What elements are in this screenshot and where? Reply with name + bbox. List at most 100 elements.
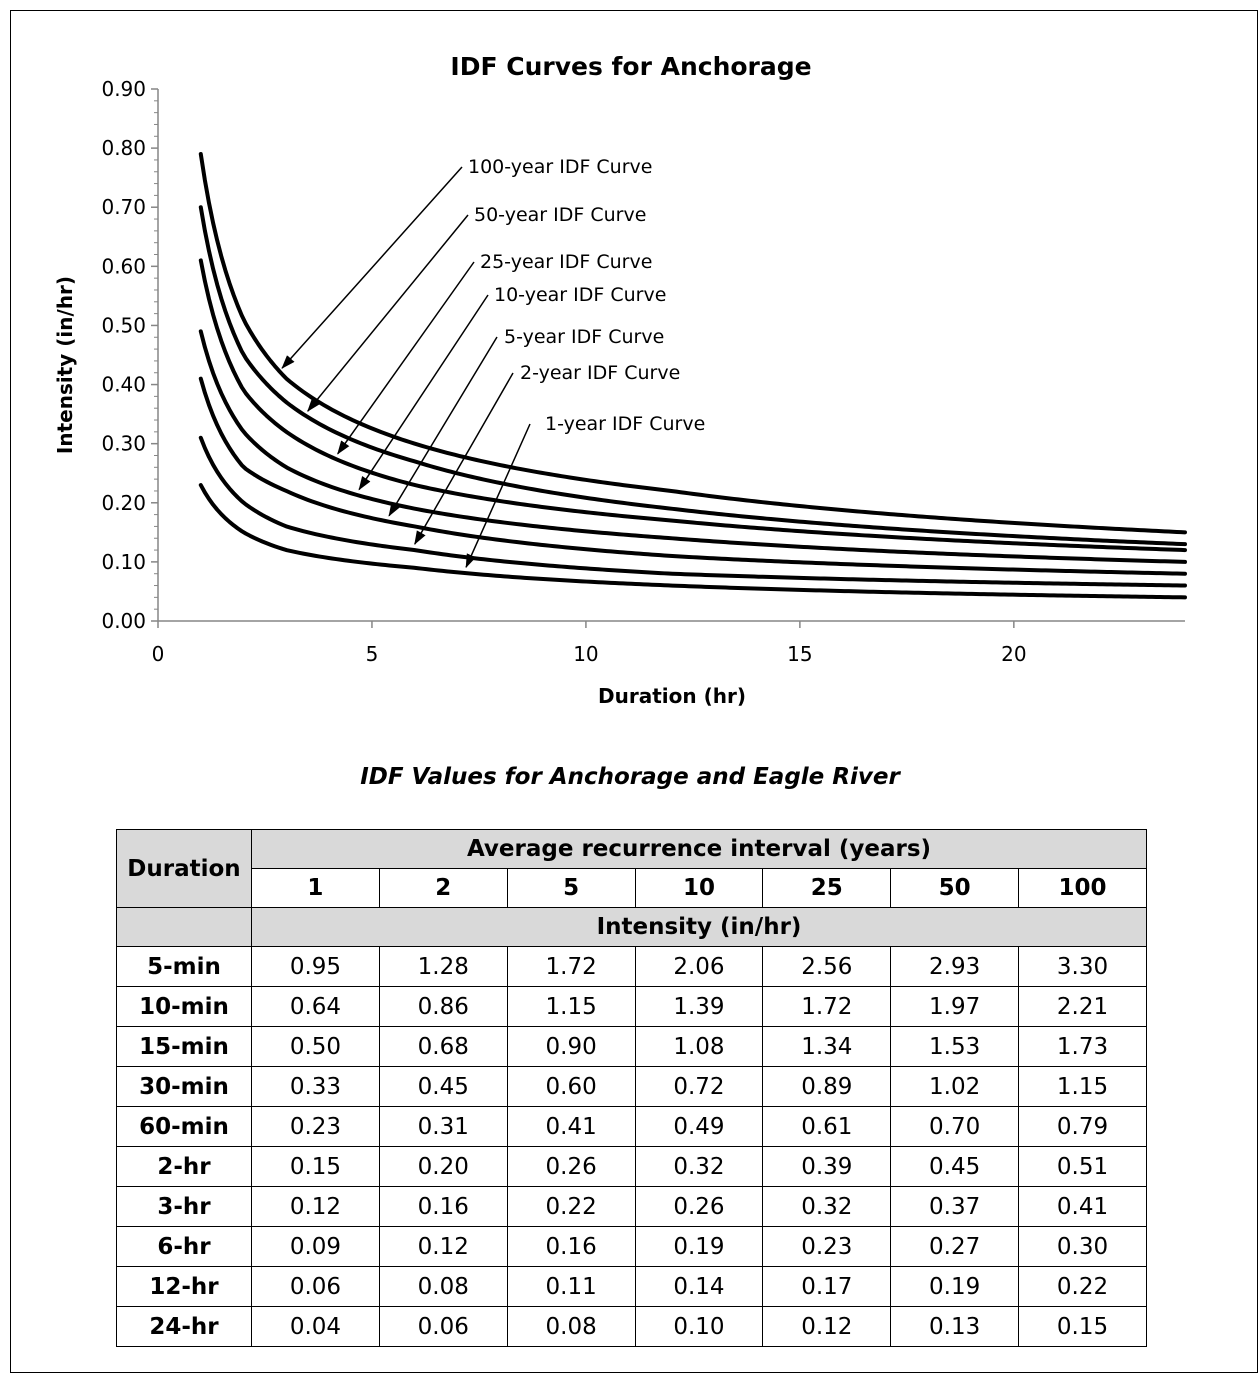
series-line-1-year [198,483,1187,600]
annotation-label: 25-year IDF Curve [480,251,652,273]
table-row: 15-min 0.50 0.68 0.90 1.08 1.34 1.53 1.73 [116,1026,1147,1067]
series-line-50-year [198,205,1187,547]
table-cell: 0.70 [890,1106,1020,1147]
annotation-arrow [414,372,514,545]
y-tick-label: 0.40 [101,373,146,397]
series-line-25-year [198,258,1187,553]
row-duration-label: 2-hr [116,1146,252,1187]
row-duration-label: 5-min [116,946,252,987]
ari-column-header: 100 [1018,868,1147,908]
table-cell: 0.04 [251,1306,380,1347]
table-cell: 0.19 [634,1226,764,1267]
table-cell: 0.10 [634,1306,764,1347]
table-cell: 0.41 [506,1106,636,1147]
duration-header: Duration [116,829,252,908]
table-row: 6-hr 0.09 0.12 0.16 0.19 0.23 0.27 0.30 [116,1226,1147,1267]
table-cell: 0.17 [762,1266,892,1307]
table-cell: 0.16 [378,1186,508,1227]
series-group [198,152,1187,600]
annotation-arrow [337,261,475,455]
y-tick-label: 0.80 [101,136,146,160]
table-cell: 1.53 [890,1026,1020,1067]
table-cell: 0.31 [378,1106,508,1147]
table-cell: 2.21 [1018,986,1147,1027]
annotations-group: 100-year IDF Curve 50-year IDF Curve 25-ye… [281,156,705,569]
table-cell: 2.93 [890,946,1020,987]
axes-group: 0.00 0.10 0.20 0.30 0.40 0.50 0.60 0.70 0.80 0.90… [101,77,1185,666]
annotation-label: 10-year IDF Curve [494,284,666,306]
table-row: 30-min 0.33 0.45 0.60 0.72 0.89 1.02 1.15 [116,1066,1147,1107]
table-cell: 0.41 [1018,1186,1147,1227]
table-cell: 0.32 [634,1146,764,1187]
idf-chart: IDF Curves for Anchorage Intensity (in/h… [53,52,1187,708]
ari-column-header: 5 [506,868,636,908]
table-cell: 1.34 [762,1026,892,1067]
table-cell: 2.06 [634,946,764,987]
table-cell: 0.50 [251,1026,380,1067]
annotation-arrow [281,166,463,369]
x-tick-label: 10 [573,642,598,666]
table-cell: 0.60 [506,1066,636,1107]
x-tick-label: 0 [152,642,165,666]
table-cell: 0.23 [251,1106,380,1147]
table-cell: 0.08 [378,1266,508,1307]
table-cell: 0.11 [506,1266,636,1307]
table-cell: 1.15 [506,986,636,1027]
table-cell: 0.89 [762,1066,892,1107]
table-cell: 0.33 [251,1066,380,1107]
table-cell: 0.37 [890,1186,1020,1227]
table-row: 24-hr 0.04 0.06 0.08 0.10 0.12 0.13 0.15 [116,1306,1147,1347]
table-cell: 1.39 [634,986,764,1027]
y-tick-label: 0.20 [101,491,146,515]
table-cell: 1.72 [762,986,892,1027]
row-duration-label: 24-hr [116,1306,252,1347]
table-cell: 0.20 [378,1146,508,1187]
table-cell: 0.61 [762,1106,892,1147]
table-title: IDF Values for Anchorage and Eagle River [360,764,900,790]
annotation-label: 1-year IDF Curve [545,413,705,435]
table-cell: 1.73 [1018,1026,1147,1067]
series-line-5-year [198,376,1187,576]
table-cell: 0.12 [251,1186,380,1227]
table-cell: 0.12 [762,1306,892,1347]
table-row: 12-hr 0.06 0.08 0.11 0.14 0.17 0.19 0.22 [116,1266,1147,1307]
table-cell: 0.64 [251,986,380,1027]
table-row: 5-min 0.95 1.28 1.72 2.06 2.56 2.93 3.30 [116,946,1147,987]
table-cell: 2.56 [762,946,892,987]
table-cell: 0.72 [634,1066,764,1107]
y-tick-label: 0.50 [101,313,146,337]
table-cell: 0.45 [378,1066,508,1107]
chart-title: IDF Curves for Anchorage [450,52,811,81]
annotation-arrow [307,214,469,412]
table-row: 10-min 0.64 0.86 1.15 1.39 1.72 1.97 2.21 [116,986,1147,1027]
row-duration-label: 10-min [116,986,252,1027]
y-tick-label: 0.70 [101,195,146,219]
table-cell: 0.32 [762,1186,892,1227]
series-line-10-year [198,329,1187,564]
annotation-label: 50-year IDF Curve [474,204,646,226]
y-tick-label: 0.30 [101,432,146,456]
table-cell: 0.27 [890,1226,1020,1267]
x-tick-label: 20 [1001,642,1026,666]
table-cell: 0.15 [1018,1306,1147,1347]
table-cell: 0.09 [251,1226,380,1267]
ari-columns-row: 1 2 5 10 25 50 100 [117,868,1147,908]
idf-table: Duration Average recurrence interval (ye… [116,829,1147,1347]
series-line-2-year [198,435,1187,588]
table-cell: 0.19 [890,1266,1020,1307]
table-cell: 0.06 [378,1306,508,1347]
table-cell: 1.15 [1018,1066,1147,1107]
intensity-header: Intensity (in/hr) [251,907,1147,947]
row-duration-label: 12-hr [116,1266,252,1307]
table-cell: 1.08 [634,1026,764,1067]
table-cell: 0.23 [762,1226,892,1267]
table-cell: 0.22 [506,1186,636,1227]
ari-header: Average recurrence interval (years) [251,829,1147,869]
table-cell: 1.02 [890,1066,1020,1107]
table-cell: 0.16 [506,1226,636,1267]
ari-column-header: 2 [378,868,508,908]
table-cell: 1.72 [506,946,636,987]
table-cell: 0.26 [506,1146,636,1187]
annotation-label: 100-year IDF Curve [468,156,652,178]
table-cell: 0.22 [1018,1266,1147,1307]
